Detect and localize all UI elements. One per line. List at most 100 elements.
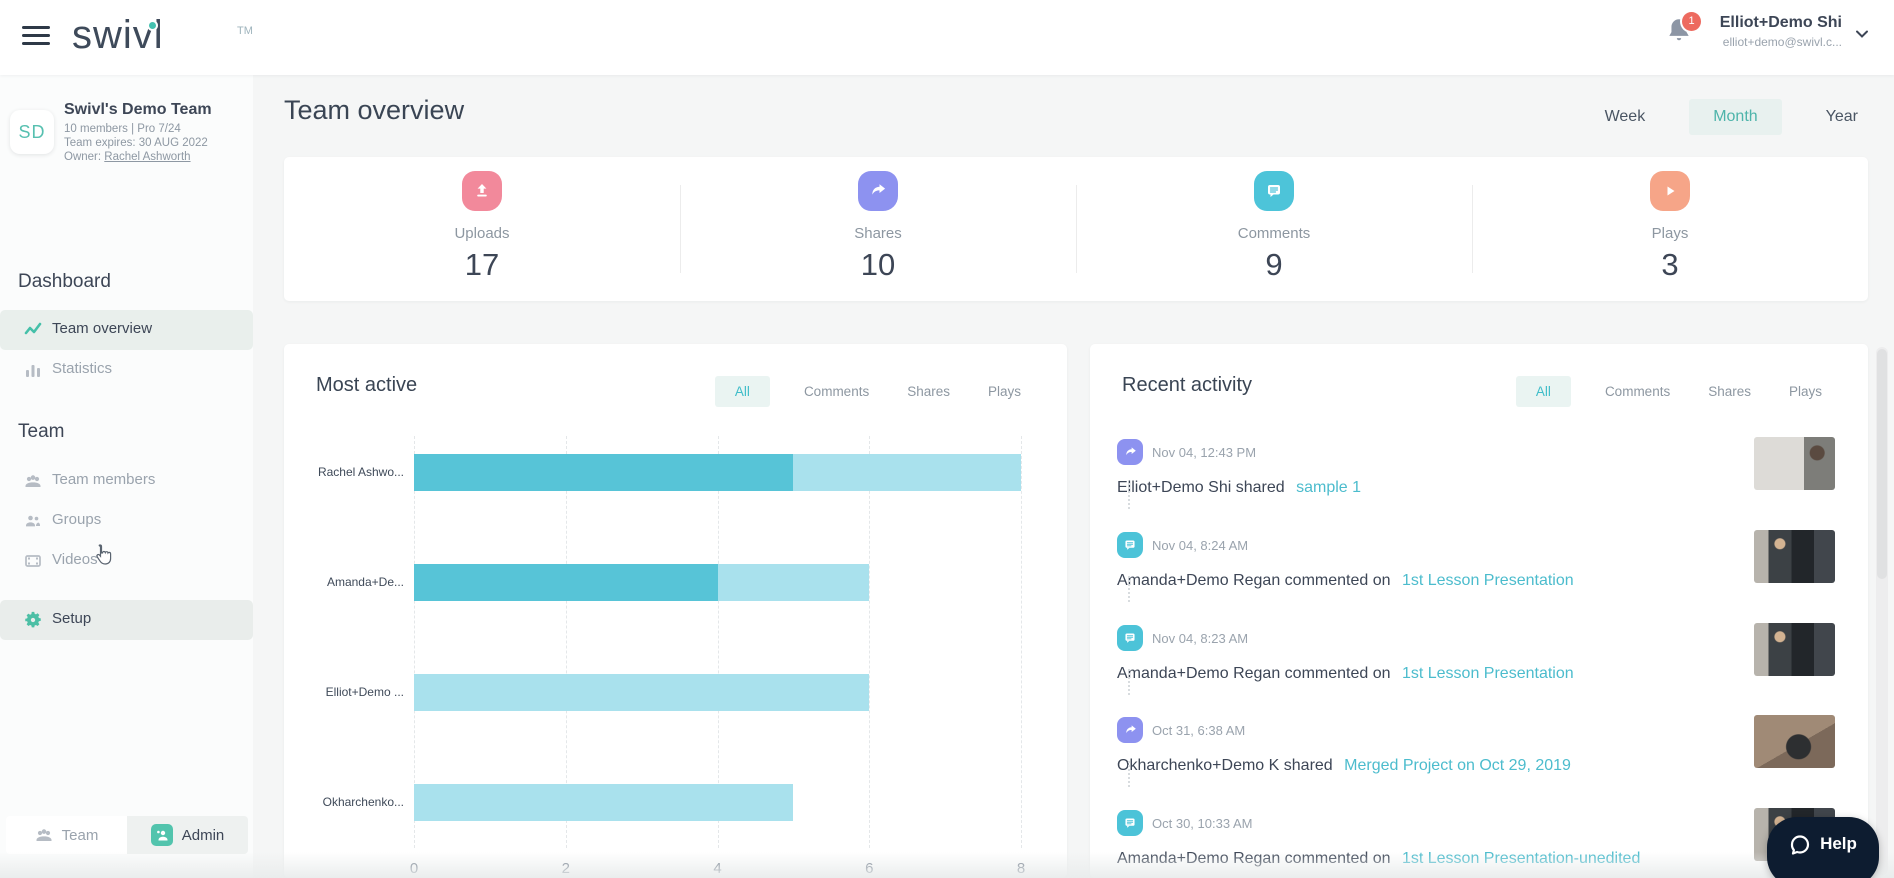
stat-comments: Comments 9 <box>1076 157 1472 301</box>
logo-text: swivl <box>72 13 164 57</box>
activity-timestamp: Nov 04, 12:43 PM <box>1152 445 1257 460</box>
toggle-admin-button[interactable]: Admin <box>127 816 248 854</box>
help-button[interactable]: Help <box>1767 817 1879 878</box>
activity-action: commented on <box>1284 665 1391 682</box>
team-admin-toggle: Team Admin <box>6 816 248 854</box>
sidebar-item-setup[interactable]: Setup <box>0 600 253 640</box>
tab-plays[interactable]: Plays <box>1788 384 1822 399</box>
bar-chart-icon <box>24 361 42 379</box>
tab-comments[interactable]: Comments <box>803 384 870 399</box>
comment-icon <box>1117 810 1143 836</box>
x-tick: 2 <box>561 860 570 877</box>
activity-timestamp: Oct 31, 6:38 AM <box>1152 723 1246 738</box>
tab-week[interactable]: Week <box>1604 108 1646 125</box>
activity-actor: Amanda+Demo Regan <box>1117 850 1281 867</box>
recent-activity-panel: Recent activity All Comments Shares Play… <box>1090 344 1868 878</box>
gridline <box>717 436 719 848</box>
team-name: Swivl's Demo Team <box>64 101 212 118</box>
share-icon <box>858 171 898 211</box>
bar-segment-secondary <box>793 454 1021 491</box>
timeline-connector <box>1128 761 1130 787</box>
tab-all[interactable]: All <box>714 376 770 407</box>
top-header: swivl TM 1 Elliot+Demo Shi elliot+demo@s… <box>0 0 1894 75</box>
activity-text: Amanda+Demo Regan commented on 1st Lesso… <box>1117 572 1574 590</box>
activity-thumbnail[interactable] <box>1754 715 1835 768</box>
activity-timestamp: Nov 04, 8:24 AM <box>1152 538 1249 553</box>
activity-actor: Elliot+Demo Shi <box>1117 479 1232 496</box>
tab-plays[interactable]: Plays <box>987 384 1021 399</box>
activity-text: Elliot+Demo Shi shared sample 1 <box>1117 479 1361 497</box>
gear-icon <box>24 611 42 629</box>
notification-bell-icon[interactable]: 1 <box>1666 12 1701 56</box>
divider <box>680 185 681 273</box>
tab-year[interactable]: Year <box>1825 108 1858 125</box>
x-tick: 0 <box>409 860 419 877</box>
toggle-admin-label: Admin <box>181 826 225 844</box>
scrollbar-thumb[interactable] <box>1877 349 1887 579</box>
sidebar-item-statistics[interactable]: Statistics <box>0 350 253 390</box>
people-icon <box>36 829 52 841</box>
sidebar-item-videos[interactable]: Videos <box>0 541 253 581</box>
timeline-connector <box>1128 483 1130 509</box>
stat-value: 3 <box>1661 247 1679 282</box>
tab-shares[interactable]: Shares <box>1708 384 1751 399</box>
activity-target-link[interactable]: 1st Lesson Presentation-unedited <box>1401 850 1641 867</box>
sidebar-item-team-members[interactable]: Team members <box>0 461 253 501</box>
sidebar-item-label: Groups <box>52 511 102 528</box>
gridline <box>869 436 871 848</box>
activity-target-link[interactable]: 1st Lesson Presentation <box>1401 572 1574 589</box>
team-expires: Team expires: 30 AUG 2022 <box>64 137 208 149</box>
chat-bubble-icon <box>1790 835 1810 855</box>
sidebar-item-label: Videos <box>52 551 98 568</box>
activity-thumbnail[interactable] <box>1754 437 1835 490</box>
stat-shares: Shares 10 <box>680 157 1076 301</box>
bar-category-label: Amanda+De... <box>326 575 404 589</box>
user-menu[interactable]: Elliot+Demo Shi elliot+demo@swivl.c... <box>1720 14 1842 49</box>
bar-segment-primary <box>414 564 718 601</box>
x-tick: 4 <box>713 860 722 877</box>
tab-shares[interactable]: Shares <box>907 384 950 399</box>
activity-target-link[interactable]: sample 1 <box>1296 479 1362 496</box>
stat-value: 17 <box>464 247 500 282</box>
activity-actor: Okharchenko+Demo K <box>1117 757 1280 774</box>
tab-all[interactable]: All <box>1515 376 1571 407</box>
activity-target-link[interactable]: Merged Project on Oct 29, 2019 <box>1344 757 1571 774</box>
tab-month[interactable]: Month <box>1689 99 1782 135</box>
chevron-down-icon[interactable] <box>1854 26 1870 42</box>
period-tabs: Week Month Year <box>1599 99 1864 135</box>
stat-label: Plays <box>1651 225 1689 242</box>
activity-thumbnail[interactable] <box>1754 623 1835 676</box>
group-icon <box>24 512 42 530</box>
stats-summary-card: Uploads 17 Shares 10 Comments 9 <box>284 157 1868 301</box>
bar-category-label: Elliot+Demo ... <box>325 685 404 699</box>
sidebar-item-groups[interactable]: Groups <box>0 501 253 541</box>
admin-icon <box>150 824 173 846</box>
most-active-panel: Most active All Comments Shares Plays Ra… <box>284 344 1067 878</box>
vertical-scrollbar[interactable] <box>1876 347 1888 875</box>
x-tick: 8 <box>1016 860 1026 877</box>
upload-icon <box>462 171 502 211</box>
divider <box>1472 185 1473 273</box>
bar-amanda: Amanda+De... <box>327 564 1021 601</box>
trend-icon <box>24 321 42 339</box>
bar-rachel: Rachel Ashwo... <box>318 454 1021 491</box>
activity-thumbnail[interactable] <box>1754 530 1835 583</box>
stat-label: Shares <box>854 225 902 242</box>
sidebar: SD Swivl's Demo Team 10 members | Pro 7/… <box>0 75 253 878</box>
tab-comments[interactable]: Comments <box>1604 384 1671 399</box>
toggle-team-button[interactable]: Team <box>6 816 127 854</box>
notification-badge: 1 <box>1682 12 1701 31</box>
sidebar-item-team-overview[interactable]: Team overview <box>0 310 253 350</box>
activity-entry: Oct 30, 10:33 AM Amanda+Demo Regan comme… <box>1117 808 1838 878</box>
bar-category-label: Okharchenko... <box>322 795 404 809</box>
toggle-team-label: Team <box>61 826 99 844</box>
owner-label: Owner: <box>64 151 105 163</box>
activity-target-link[interactable]: 1st Lesson Presentation <box>1401 665 1574 682</box>
hamburger-menu-icon[interactable] <box>22 26 50 48</box>
bar-category-label: Rachel Ashwo... <box>317 465 404 479</box>
stat-value: 10 <box>860 247 896 282</box>
activity-text: Amanda+Demo Regan commented on 1st Lesso… <box>1117 665 1574 683</box>
owner-link[interactable]: Rachel Ashworth <box>104 151 191 163</box>
panel-title: Most active <box>316 374 418 396</box>
